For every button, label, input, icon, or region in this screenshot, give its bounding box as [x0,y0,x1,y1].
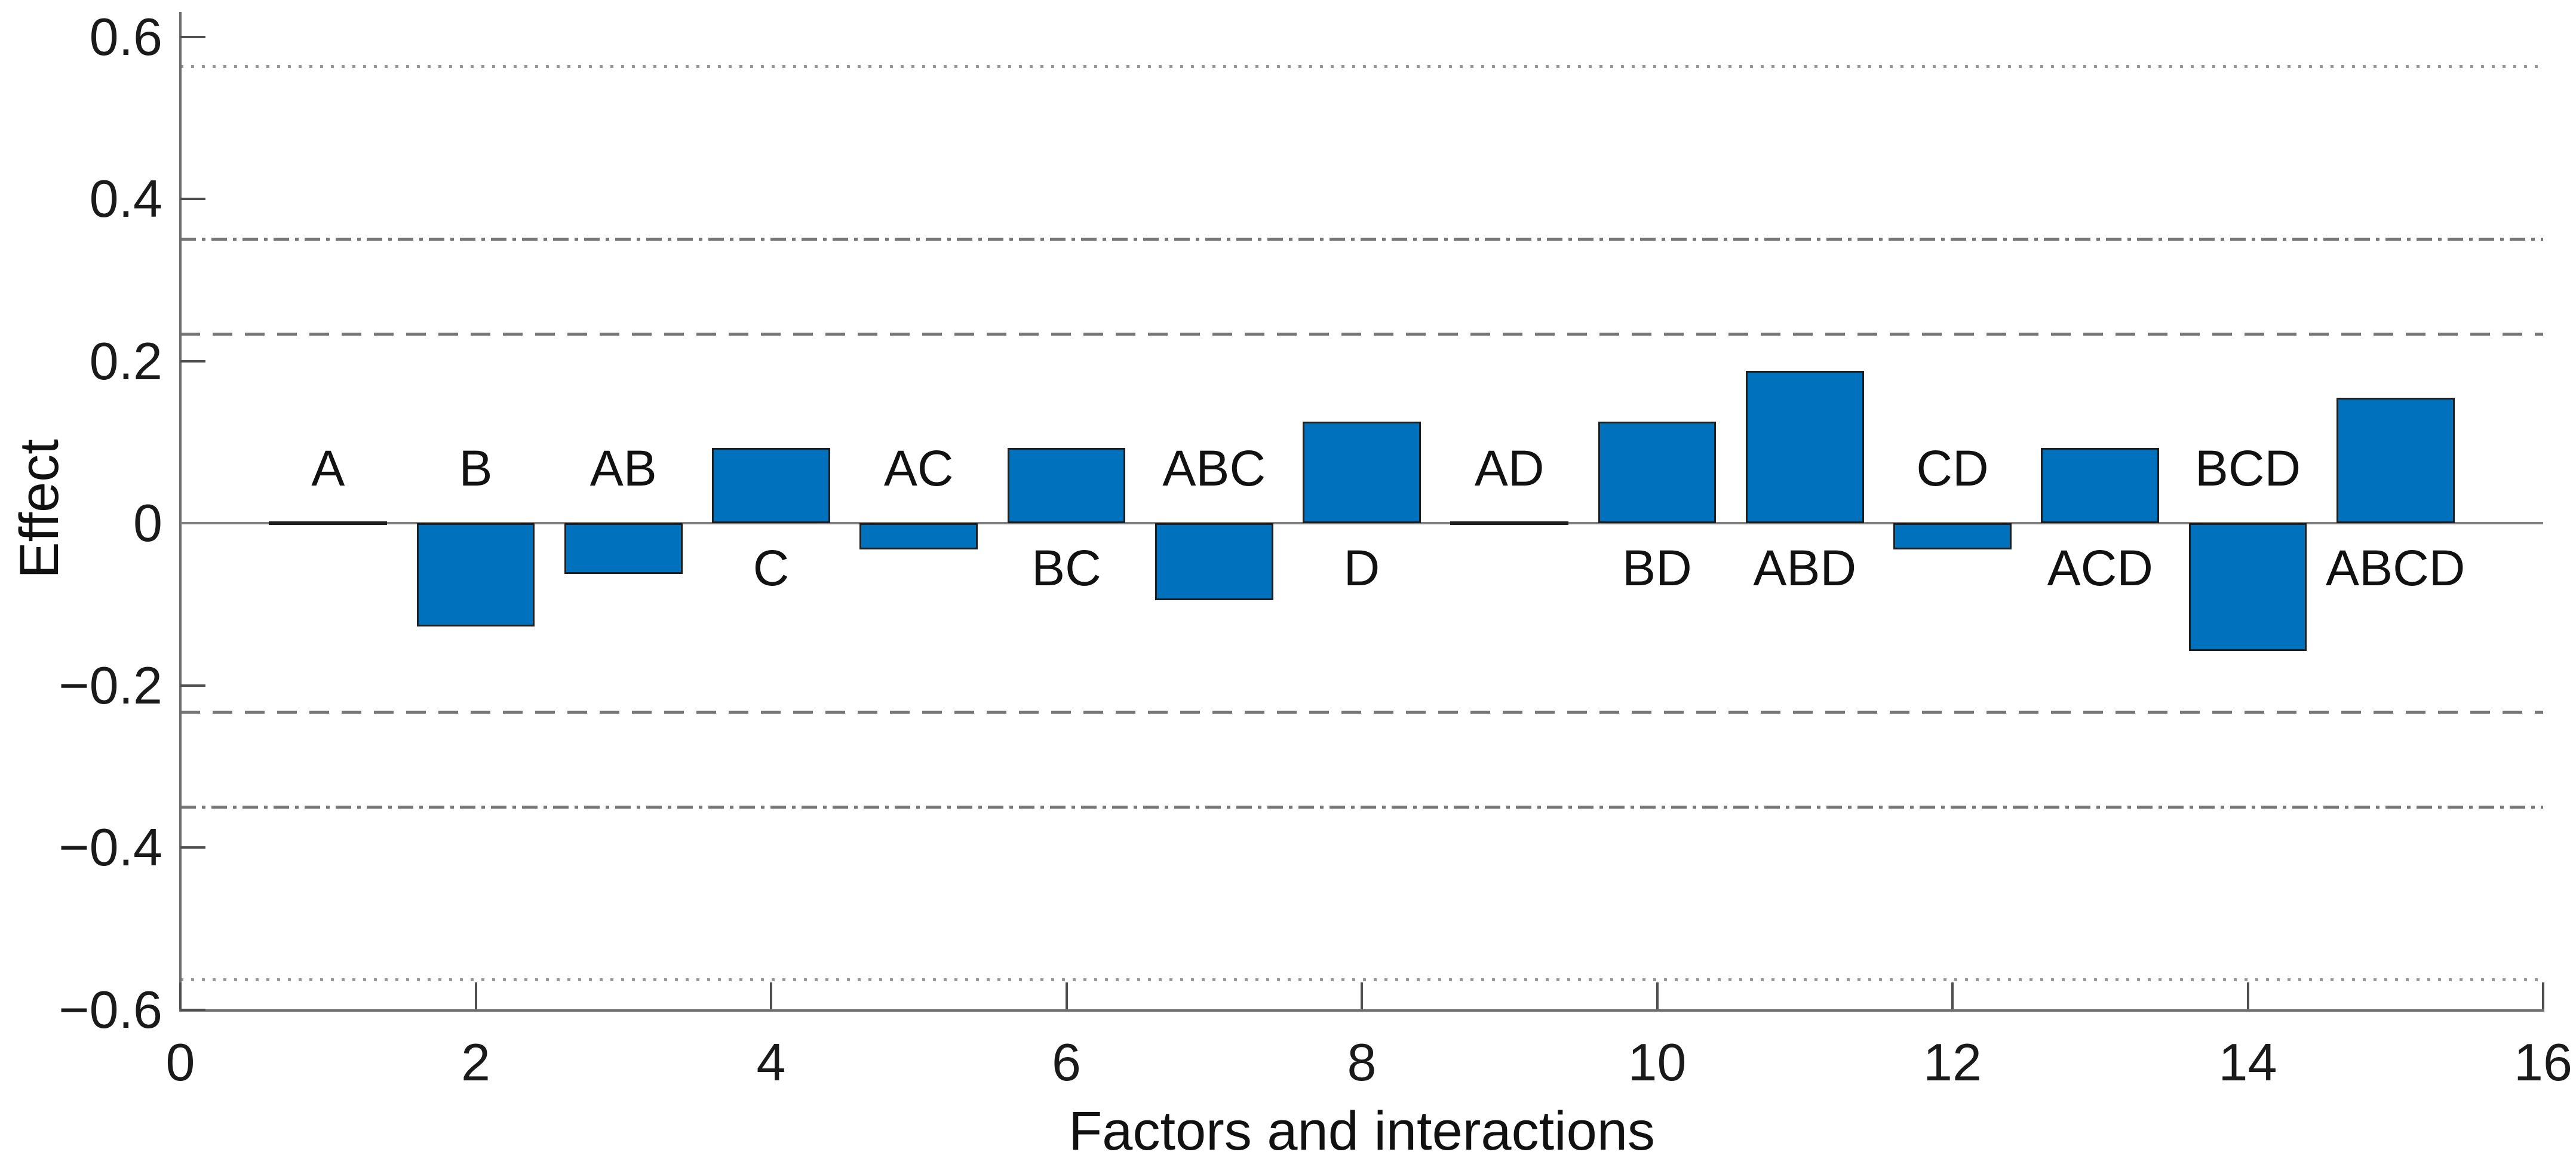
x-axis-title: Factors and interactions [1069,1101,1655,1158]
factor-label-D: D [1343,540,1380,597]
y-tick-label: 0.2 [89,331,162,391]
x-tick-mark [2246,982,2249,1009]
x-tick-label: 2 [461,1033,490,1092]
x-tick-label: 14 [2218,1033,2277,1092]
factor-label-AD: AD [1474,440,1545,496]
x-tick-mark [1656,982,1659,1009]
factor-label-ABD: ABD [1753,540,1857,597]
bar-ABD [1745,371,1864,523]
y-tick-label: 0 [133,493,162,552]
factor-label-ABC: ABC [1162,440,1266,496]
bar-ABCD [2336,397,2455,523]
x-tick-label: 10 [1628,1033,1687,1092]
x-tick-mark [2542,982,2544,1009]
bar-D [1303,422,1421,523]
bar-C [712,448,830,523]
x-tick-label: 16 [2514,1033,2572,1092]
y-tick-mark [180,35,205,38]
x-tick-mark [1065,982,1068,1009]
factor-label-BD: BD [1622,540,1692,597]
y-tick-mark [180,360,205,363]
factor-label-ABCD: ABCD [2326,540,2466,597]
bar-ACD [2041,448,2160,523]
x-tick-label: 6 [1052,1033,1081,1092]
reference-line-dotted-neg [180,978,2543,981]
bar-AD [1450,521,1569,526]
factor-label-BC: BC [1031,540,1101,597]
x-tick-label: 8 [1347,1033,1377,1092]
bar-AB [564,523,683,574]
x-axis-line [179,1009,2544,1012]
bar-CD [1893,523,2012,550]
x-tick-mark [1951,982,1954,1009]
bar-A [269,521,388,526]
bar-BC [1007,448,1126,523]
factor-label-C: C [753,540,790,597]
bar-BD [1598,422,1717,523]
x-tick-mark [474,982,477,1009]
y-tick-label: 0.4 [89,169,162,228]
x-tick-label: 4 [756,1033,786,1092]
reference-line-dashdot-neg [180,805,2543,809]
y-tick-label: 0.6 [89,7,162,66]
y-tick-label: −0.4 [59,818,162,877]
bar-ABC [1155,523,1273,600]
bar-BCD [2188,523,2307,651]
x-tick-label: 0 [165,1033,195,1092]
x-tick-mark [1361,982,1363,1009]
x-tick-mark [770,982,772,1009]
factor-label-A: A [311,440,345,496]
x-tick-mark [179,982,182,1009]
reference-line-dashed-pos [180,333,2543,336]
y-axis-line [179,12,182,1012]
factor-label-CD: CD [1916,440,1989,496]
factor-label-ACD: ACD [2047,540,2153,597]
y-tick-label: −0.6 [59,979,162,1039]
factor-label-AB: AB [589,440,657,496]
y-tick-mark [180,684,205,687]
bar-AC [859,523,978,550]
factor-label-BCD: BCD [2194,440,2301,496]
reference-line-dashed-neg [180,710,2543,714]
reference-line-dashdot-pos [180,238,2543,241]
factor-label-AC: AC [883,440,954,496]
y-tick-mark [180,1008,205,1011]
y-tick-label: −0.2 [59,655,162,715]
factor-label-B: B [459,440,493,496]
x-tick-label: 12 [1923,1033,1982,1092]
y-tick-mark [180,198,205,200]
y-tick-mark [180,846,205,849]
reference-line-dotted-pos [180,65,2543,69]
bar-B [416,523,535,627]
zero-effect-line [180,522,2543,524]
